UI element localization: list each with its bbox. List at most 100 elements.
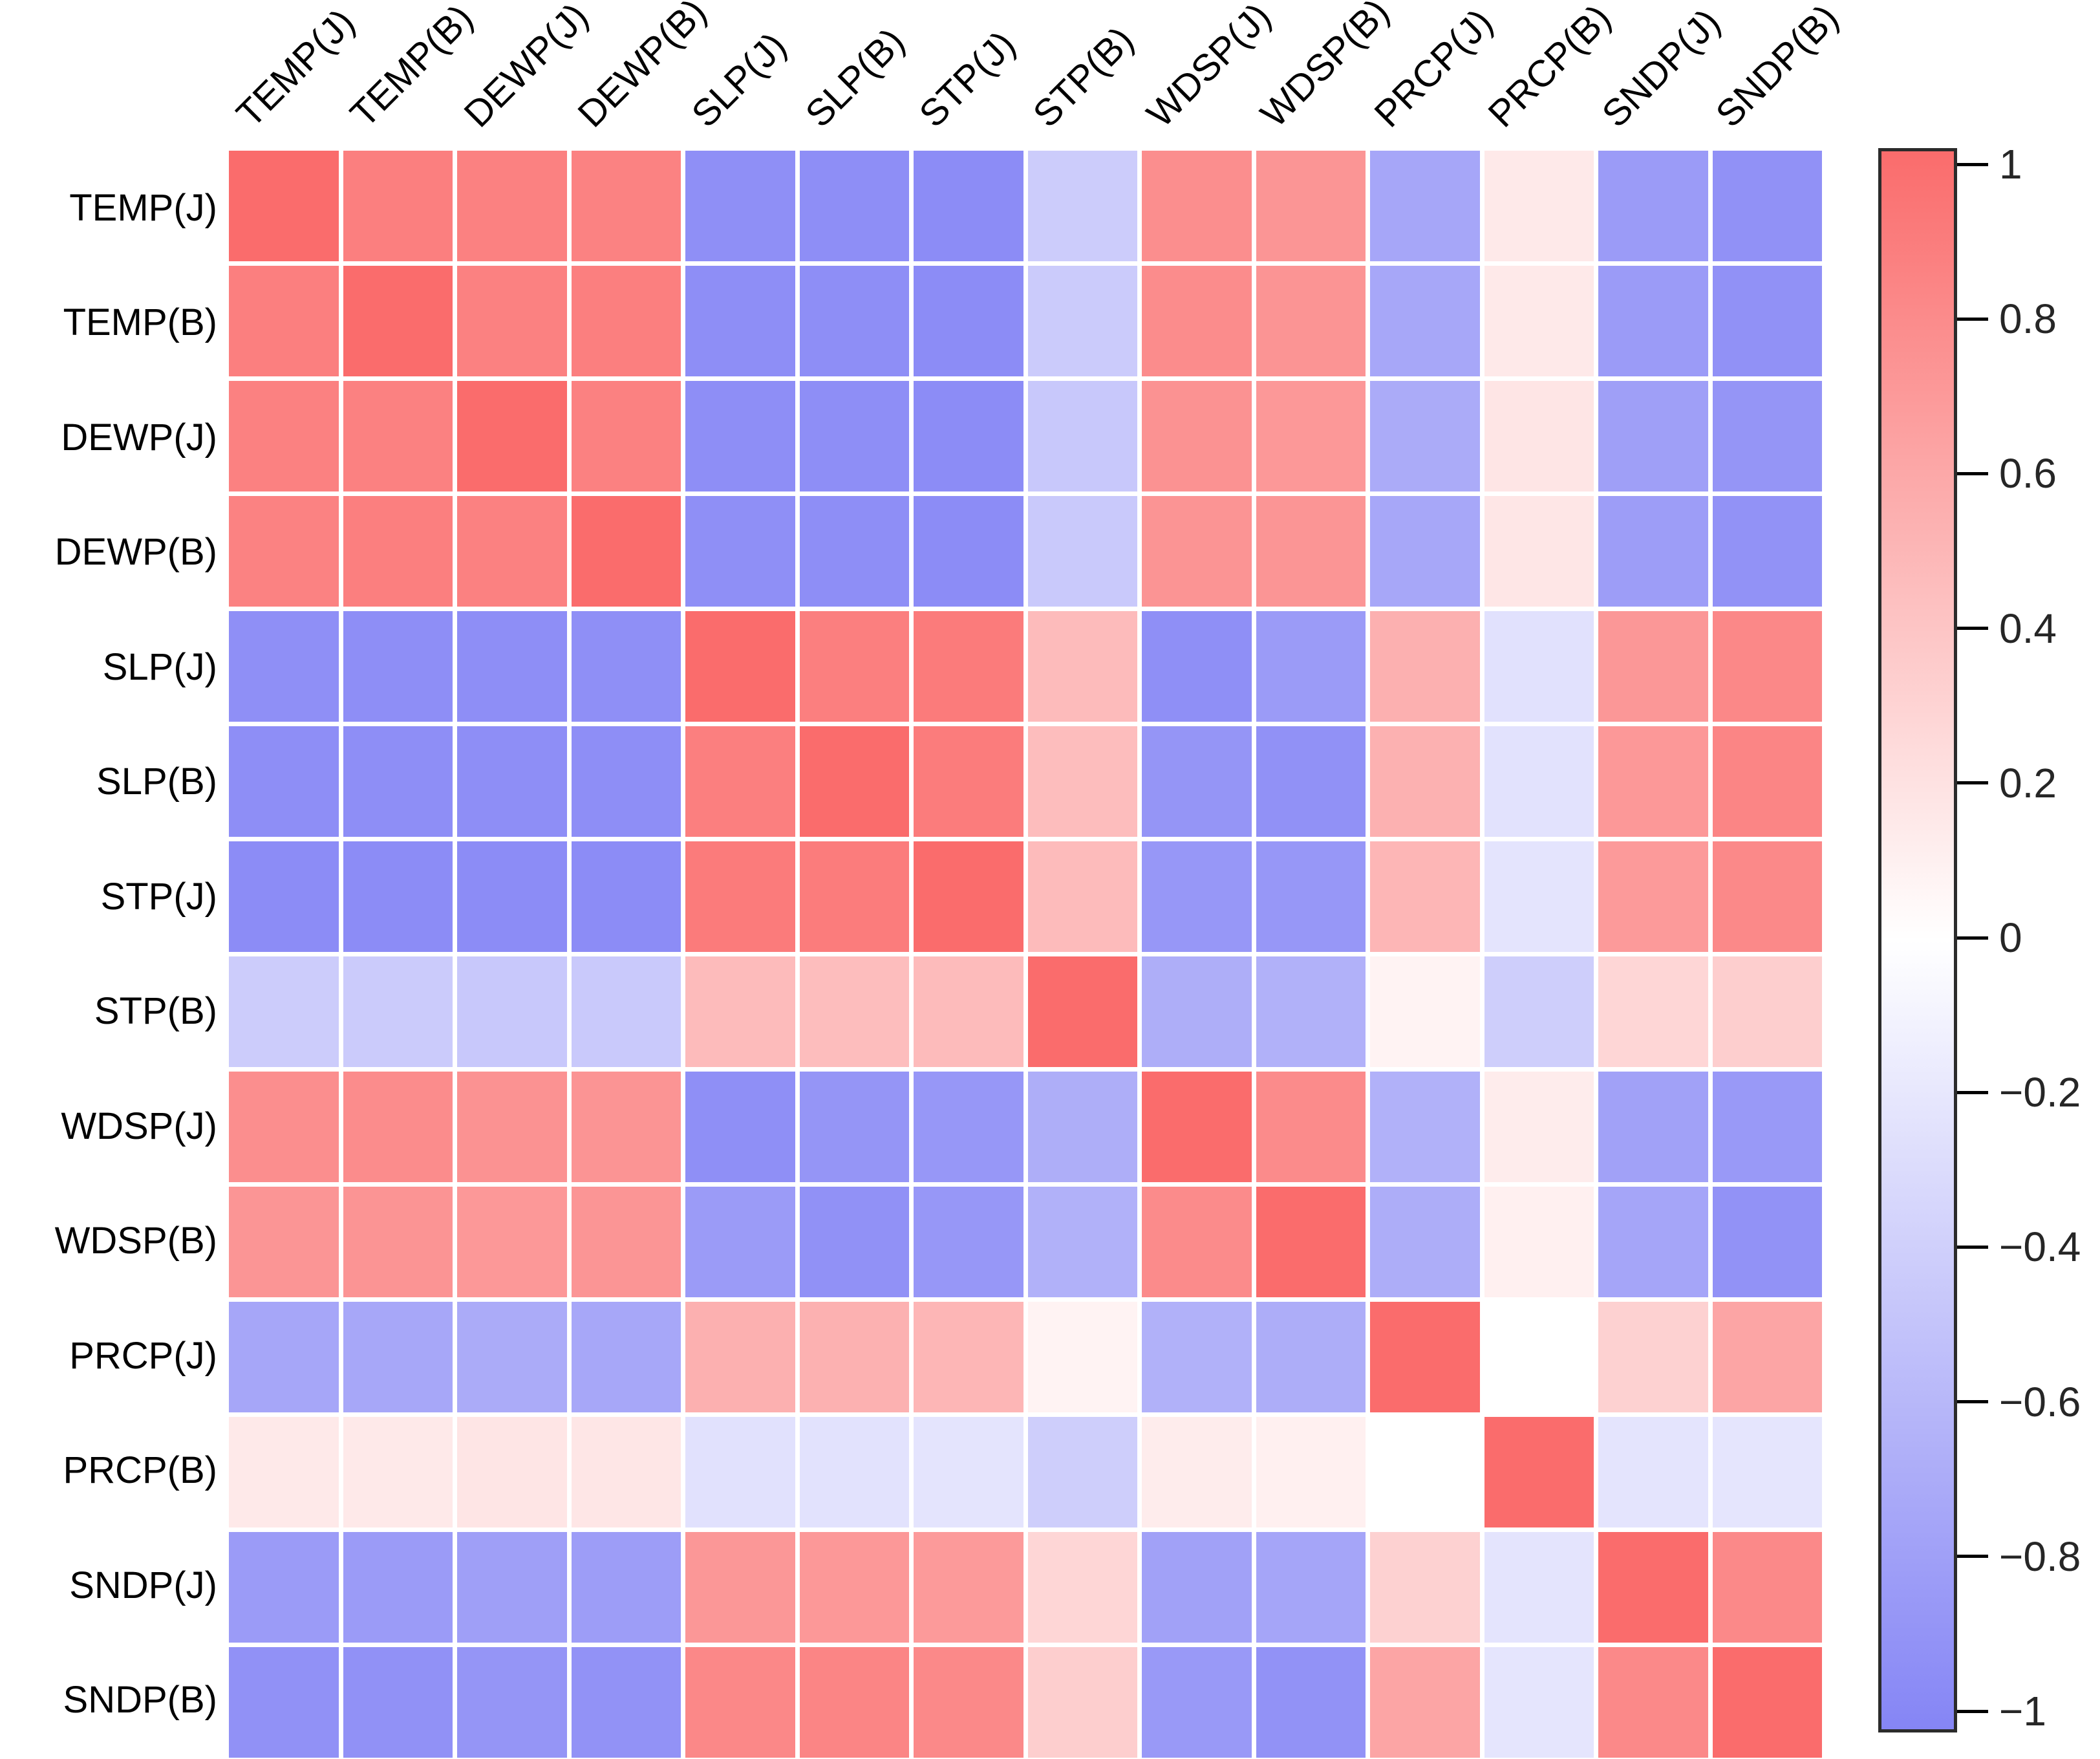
heatmap-cell: [685, 381, 795, 491]
heatmap-cell: [457, 1302, 567, 1412]
heatmap-cell: [571, 1187, 681, 1297]
colorbar-tick-mark: [1957, 1709, 1988, 1713]
colorbar-tick-mark: [1957, 627, 1988, 631]
heatmap-cell: [229, 1072, 339, 1182]
heatmap-cell: [229, 381, 339, 491]
heatmap-cell: [343, 266, 453, 376]
heatmap-cell: [1712, 841, 1822, 952]
heatmap-cell: [1370, 1187, 1480, 1297]
colorbar-tick-mark: [1957, 1555, 1988, 1559]
heatmap-cell: [1484, 496, 1594, 607]
colorbar-tick-label: −1: [1999, 1688, 2046, 1734]
heatmap-cell: [685, 1647, 795, 1758]
heatmap-cell: [914, 841, 1023, 952]
heatmap-cell: [1370, 1302, 1480, 1412]
heatmap-cell: [1027, 1302, 1137, 1412]
colorbar-tick-label: −0.6: [1999, 1378, 2081, 1425]
heatmap-cell: [799, 1072, 909, 1182]
heatmap-cell: [343, 496, 453, 607]
heatmap-cell: [799, 1532, 909, 1643]
heatmap-cell: [1712, 611, 1822, 722]
colorbar-tick-label: −0.8: [1999, 1533, 2081, 1580]
heatmap-cell: [1370, 381, 1480, 491]
heatmap-cell: [457, 1647, 567, 1758]
heatmap-cell: [914, 611, 1023, 722]
col-label-slp-b-: SLP(B): [797, 20, 913, 136]
heatmap-cell: [914, 1187, 1023, 1297]
heatmap-cell: [1598, 151, 1708, 261]
heatmap-cell: [1027, 496, 1137, 607]
heatmap-cell: [1256, 381, 1366, 491]
heatmap-cell: [1484, 1647, 1594, 1758]
heatmap-cell: [685, 726, 795, 837]
heatmap-cell: [457, 1532, 567, 1643]
heatmap-cell: [1370, 841, 1480, 952]
heatmap-cell: [1598, 956, 1708, 1067]
heatmap-cell: [457, 151, 567, 261]
heatmap-cell: [1027, 381, 1137, 491]
heatmap-cell: [799, 1417, 909, 1527]
heatmap-cell: [1027, 1532, 1137, 1643]
heatmap-cell: [1142, 1072, 1252, 1182]
heatmap-cell: [229, 1417, 339, 1527]
heatmap-cell: [1256, 1532, 1366, 1643]
heatmap-cell: [1484, 726, 1594, 837]
heatmap-cell: [229, 496, 339, 607]
colorbar-tick-mark: [1957, 471, 1988, 475]
heatmap-cell: [685, 266, 795, 376]
heatmap-cell: [799, 611, 909, 722]
heatmap-cell: [1712, 1187, 1822, 1297]
heatmap-cell: [343, 726, 453, 837]
heatmap-cell: [685, 1187, 795, 1297]
heatmap-cell: [1370, 496, 1480, 607]
heatmap-cell: [1142, 266, 1252, 376]
heatmap-cell: [914, 151, 1023, 261]
heatmap-cell: [1370, 726, 1480, 837]
col-label-stp-b-: STP(B): [1025, 18, 1142, 136]
colorbar-tick-mark: [1957, 317, 1988, 321]
heatmap-cell: [1598, 381, 1708, 491]
heatmap-cell: [343, 381, 453, 491]
heatmap-cell: [1142, 611, 1252, 722]
heatmap-cell: [457, 1072, 567, 1182]
heatmap-cell: [799, 381, 909, 491]
heatmap-cell: [1598, 1072, 1708, 1182]
heatmap-cell: [799, 726, 909, 837]
heatmap-cell: [685, 1072, 795, 1182]
heatmap-cell: [571, 1072, 681, 1182]
colorbar-tick-label: 0: [1999, 914, 2022, 961]
col-label-slp-j-: SLP(J): [683, 24, 795, 136]
heatmap-cell: [343, 1532, 453, 1643]
heatmap-cell: [799, 266, 909, 376]
heatmap-cell: [685, 956, 795, 1067]
heatmap-cell: [1484, 1302, 1594, 1412]
heatmap-cell: [1027, 1647, 1137, 1758]
row-label-dewp-b-: DEWP(B): [54, 531, 217, 574]
heatmap-cell: [1370, 956, 1480, 1067]
heatmap-cell: [685, 1417, 795, 1527]
heatmap-cell: [343, 1417, 453, 1527]
heatmap-cell: [1712, 1417, 1822, 1527]
heatmap-cell: [229, 841, 339, 952]
heatmap-cell: [1027, 841, 1137, 952]
heatmap-cell: [1598, 1647, 1708, 1758]
heatmap-cell: [1027, 1417, 1137, 1527]
heatmap-cell: [685, 151, 795, 261]
heatmap-cell: [1484, 266, 1594, 376]
heatmap-cell: [1256, 726, 1366, 837]
colorbar-tick-mark: [1957, 162, 1988, 166]
heatmap-cell: [343, 1647, 453, 1758]
colorbar-tick-label: −0.2: [1999, 1069, 2081, 1116]
colorbar-tick-mark: [1957, 781, 1988, 785]
row-label-sndp-b-: SNDP(B): [63, 1679, 217, 1721]
heatmap-cell: [1256, 1072, 1366, 1182]
heatmap-cell: [799, 956, 909, 1067]
heatmap-cell: [457, 1187, 567, 1297]
row-label-temp-b-: TEMP(B): [63, 301, 217, 344]
heatmap-cell: [914, 1072, 1023, 1182]
heatmap-cell: [229, 956, 339, 1067]
heatmap-cell: [457, 956, 567, 1067]
row-label-dewp-j-: DEWP(J): [61, 416, 217, 459]
colorbar-tick-mark: [1957, 936, 1988, 940]
heatmap-cell: [1256, 1187, 1366, 1297]
